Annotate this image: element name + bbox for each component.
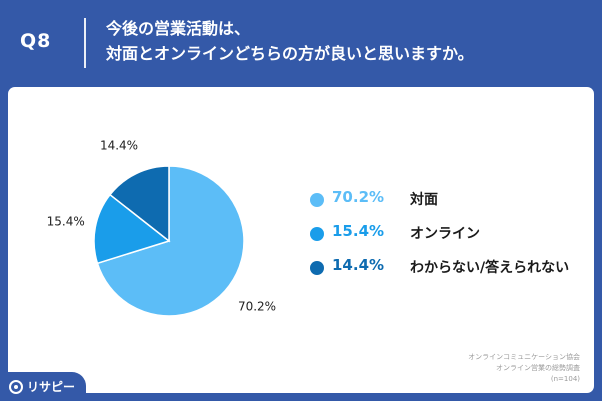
brand-tab: リサピー (0, 372, 86, 401)
source-line-3: (n=104) (550, 375, 580, 383)
legend-dot-taimen (310, 193, 324, 207)
question-line-2: 対面とオンラインどちらの方が良いと思いますか。 (106, 44, 474, 63)
legend: 70.2% 対面 15.4% オンライン 14.4% わからない/答えられない (310, 187, 590, 289)
source-line-1: オンラインコミュニケーション協会 (468, 353, 580, 361)
pie-label-online: 15.4% (47, 215, 85, 229)
legend-label-online: オンライン (410, 226, 480, 242)
magnifier-icon (9, 380, 23, 394)
pie-label-unknown: 14.4% (100, 139, 138, 153)
legend-pct-taimen: 70.2% (332, 188, 385, 206)
source-line-2: オンライン営業の総勢調査 (496, 364, 580, 372)
pie-label-taimen: 70.2% (238, 300, 276, 314)
question-text: 今後の営業活動は、 対面とオンラインどちらの方が良いと思いますか。 (106, 16, 586, 66)
pie-slice-unknown (108, 165, 170, 243)
legend-pct-online: 15.4% (332, 222, 385, 240)
legend-item-unknown: 14.4% わからない/答えられない (310, 255, 590, 289)
legend-dot-online (310, 227, 324, 241)
question-number: Q8 (20, 30, 52, 52)
legend-label-taimen: 対面 (410, 192, 438, 208)
brand-name: リサピー (27, 380, 76, 394)
legend-pct-unknown: 14.4% (332, 256, 385, 274)
header-divider (84, 18, 86, 68)
legend-item-taimen: 70.2% 対面 (310, 187, 590, 221)
question-line-1: 今後の営業活動は、 (106, 19, 251, 38)
header: Q8 今後の営業活動は、 対面とオンラインどちらの方が良いと思いますか。 (0, 0, 602, 85)
legend-item-online: 15.4% オンライン (310, 221, 590, 255)
legend-dot-unknown (310, 261, 324, 275)
source-note: オンラインコミュニケーション協会 オンライン営業の総勢調査 (n=104) (468, 352, 580, 385)
chart-panel: 70.2% 15.4% 14.4% 70.2% 対面 15.4% オンライン 14.… (8, 87, 594, 393)
legend-label-unknown: わからない/答えられない (410, 260, 570, 276)
pie-chart: 70.2% 15.4% 14.4% (47, 139, 276, 317)
pie-slice-taimen (96, 165, 245, 317)
pie-slice-online (93, 193, 171, 265)
